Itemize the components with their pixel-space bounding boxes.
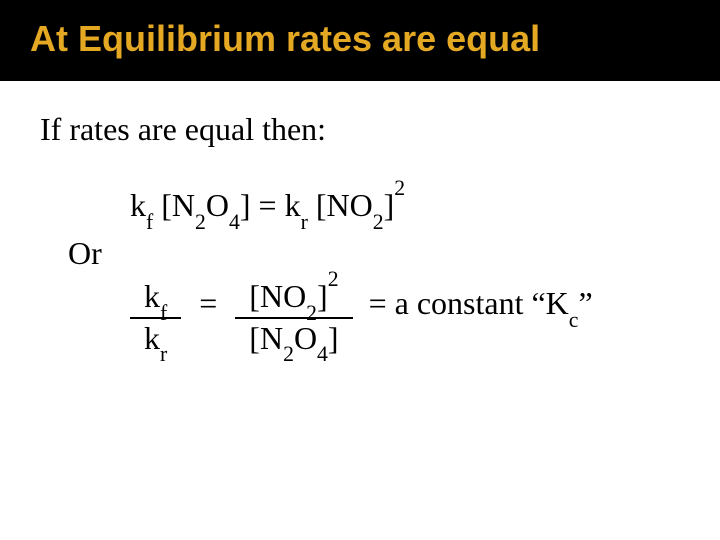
equation-rate-equality: kf [N2O4] = kr [NO2]2 <box>130 185 680 225</box>
no2-sub: 2 <box>373 210 384 234</box>
or-label: Or <box>68 233 680 273</box>
equals-1: = <box>251 187 285 223</box>
n2o4-mid: O <box>206 187 229 223</box>
n2o4-close: ] <box>240 187 251 223</box>
n2o4-den-sub1: 2 <box>283 342 294 366</box>
equals-2: = <box>181 283 235 323</box>
fraction-numerator-kf: kf <box>130 279 181 318</box>
equals-3: = <box>369 285 387 321</box>
slide-title: At Equilibrium rates are equal <box>30 18 720 59</box>
n2o4-den-open: [N <box>249 320 283 356</box>
concentration-fraction: [NO2]2 [N2O4] <box>235 279 352 355</box>
kc-subscript: c <box>569 308 579 332</box>
no2-num-open: [NO <box>249 278 306 314</box>
title-bar: At Equilibrium rates are equal <box>0 0 720 81</box>
equation-block: kf [N2O4] = kr [NO2]2 Or kf kr = [NO2]2 <box>130 185 680 355</box>
fraction-numerator-no2: [NO2]2 <box>235 279 352 318</box>
slide-body: If rates are equal then: kf [N2O4] = kr … <box>0 81 720 355</box>
kr-den-sub: r <box>160 342 167 366</box>
no2-power: 2 <box>394 176 405 200</box>
n2o4-sub2: 4 <box>229 210 240 234</box>
fraction-denominator-n2o4: [N2O4] <box>235 319 352 356</box>
kr-symbol: k <box>285 187 301 223</box>
slide: At Equilibrium rates are equal If rates … <box>0 0 720 540</box>
n2o4-den-sub2: 4 <box>317 342 328 366</box>
kc-definition: = a constant “Kc” <box>353 283 593 323</box>
kr-subscript: r <box>301 210 308 234</box>
n2o4-sub1: 2 <box>195 210 206 234</box>
kf-num-sub: f <box>160 301 167 325</box>
intro-text: If rates are equal then: <box>40 109 680 149</box>
no2-num-power: 2 <box>328 267 339 291</box>
n2o4-open: [N <box>153 187 195 223</box>
close-quote: ” <box>578 285 592 321</box>
n2o4-den-close: ] <box>328 320 339 356</box>
no2-open: [NO <box>308 187 373 223</box>
no2-num-close: ] <box>317 278 328 314</box>
kf-symbol: k <box>130 187 146 223</box>
equation-kc: kf kr = [NO2]2 [N2O4] = a con <box>130 279 680 355</box>
no2-num-sub: 2 <box>306 301 317 325</box>
kf-subscript: f <box>146 210 153 234</box>
fraction-denominator-kr: kr <box>130 319 181 356</box>
kf-over-kr-fraction: kf kr <box>130 279 181 355</box>
no2-close: ] <box>384 187 395 223</box>
kf-num-symbol: k <box>144 278 160 314</box>
kr-den-symbol: k <box>144 320 160 356</box>
constant-text: a constant “K <box>387 285 569 321</box>
